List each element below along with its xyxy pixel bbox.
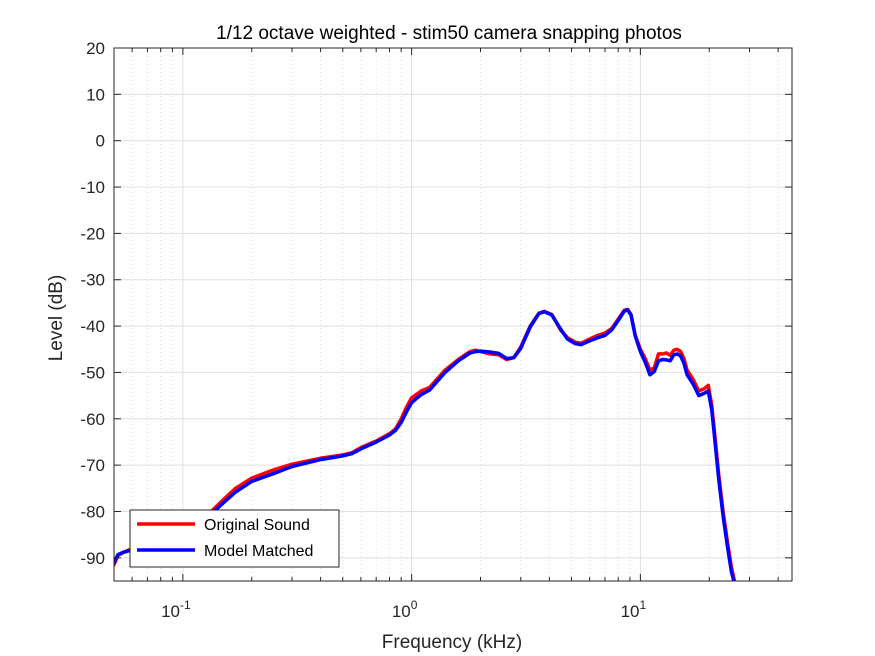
y-tick-label: -80 [80,502,105,521]
plot-area [114,48,792,581]
legend-label-model-matched: Model Matched [204,543,313,560]
series-layer [114,307,737,581]
y-tick-label: -70 [80,456,105,475]
y-tick-label: -30 [80,271,105,290]
series-line-model-matched [114,308,736,581]
plot-frame [113,47,793,582]
y-tick-label: -50 [80,363,105,382]
x-axis-label: Frequency (kHz) [382,632,522,653]
legend-label-original-sound: Original Sound [204,517,310,534]
x-tick-label: 101 [621,598,647,621]
y-axis-label: Level (dB) [46,275,67,362]
chart-title: 1/12 octave weighted - stim50 camera sna… [216,23,682,44]
x-tick-label: 10-1 [161,598,191,621]
y-tick-label: 20 [86,39,105,58]
y-tick-label: 0 [96,132,105,151]
legend: Original Sound Model Matched [129,509,340,568]
y-tick-label: -10 [80,178,105,197]
y-tick-label: 10 [86,85,105,104]
minor-grid [113,48,779,581]
legend-box [129,509,340,568]
y-tick-label: -40 [80,317,105,336]
x-tick-labels: 10-1 100 101 [161,598,646,621]
x-tick-label: 100 [392,598,418,621]
y-tick-labels: 20 10 0 -10 -20 -30 -40 -50 -60 -70 -80 -90 [80,39,105,568]
tick-marks [113,47,792,581]
y-tick-label: -90 [80,549,105,568]
y-tick-label: -20 [80,224,105,243]
y-tick-label: -60 [80,410,105,429]
